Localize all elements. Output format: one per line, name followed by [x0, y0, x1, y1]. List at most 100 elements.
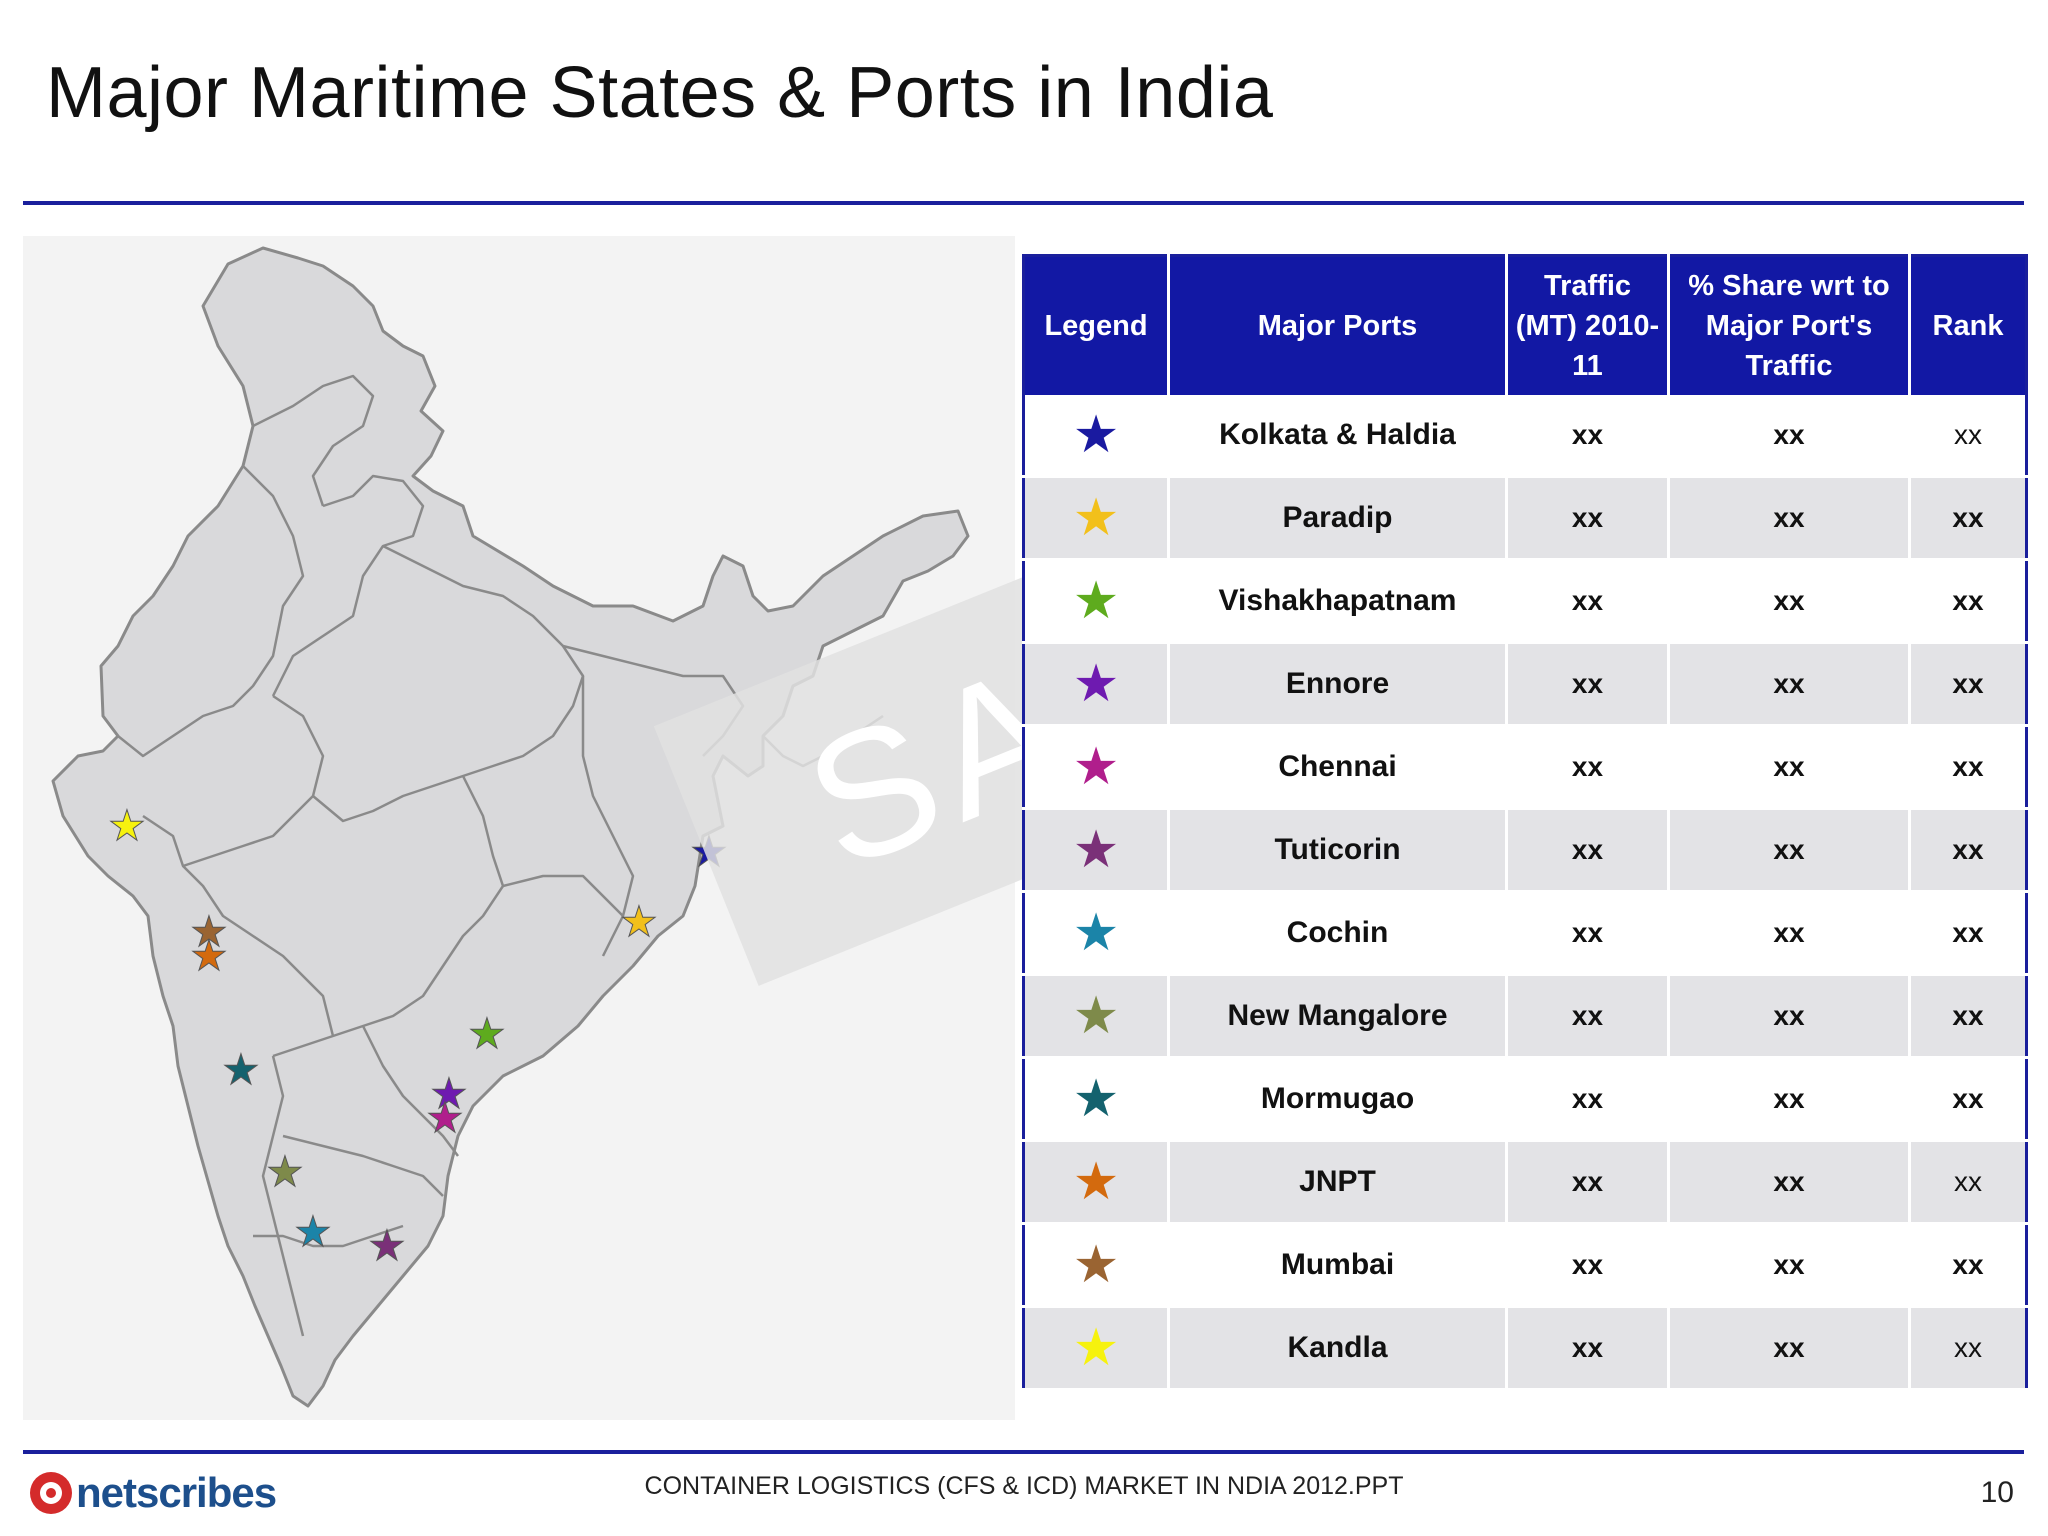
rank-cell: xx	[1909, 891, 2027, 976]
footer-divider	[23, 1450, 2024, 1454]
table-row: ★ Paradip xx xx xx	[1023, 476, 2027, 561]
india-outline	[51, 246, 970, 1408]
traffic-cell: xx	[1506, 1306, 1670, 1391]
marker-ennore: ★	[430, 1070, 468, 1117]
legend-cell: ★	[1023, 891, 1170, 976]
table-row: ★ Ennore xx xx xx	[1023, 642, 2027, 727]
rank-cell: xx	[1909, 1140, 2027, 1225]
share-cell: xx	[1668, 1140, 1911, 1225]
rank-cell: xx	[1909, 974, 2027, 1059]
legend-cell: ★	[1023, 1223, 1170, 1308]
header-share: % Share wrt to Major Port's Traffic	[1668, 255, 1911, 395]
title-divider	[23, 201, 2024, 205]
rank-cell: xx	[1909, 395, 2027, 478]
legend-cell: ★	[1023, 642, 1170, 727]
legend-cell: ★	[1023, 559, 1170, 644]
traffic-cell: xx	[1506, 1057, 1670, 1142]
header-traffic: Traffic (MT) 2010-11	[1506, 255, 1670, 395]
legend-cell: ★	[1023, 725, 1170, 810]
netscribes-logo: netscribes	[30, 1468, 277, 1518]
share-cell: xx	[1668, 725, 1911, 810]
traffic-cell: xx	[1506, 974, 1670, 1059]
share-cell: xx	[1668, 395, 1911, 478]
footer-text: CONTAINER LOGISTICS (CFS & ICD) MARKET I…	[644, 1472, 1404, 1500]
share-cell: xx	[1668, 559, 1911, 644]
port-name-cell: New Mangalore	[1168, 974, 1508, 1059]
star-icon: ★	[1072, 1153, 1120, 1211]
share-cell: xx	[1668, 476, 1911, 561]
marker-cochin: ★	[294, 1208, 332, 1255]
traffic-cell: xx	[1506, 891, 1670, 976]
port-name-cell: Cochin	[1168, 891, 1508, 976]
table-row: ★ Kandla xx xx xx	[1023, 1306, 2027, 1391]
port-name-cell: Mumbai	[1168, 1223, 1508, 1308]
port-name-cell: Tuticorin	[1168, 808, 1508, 893]
marker-mumbai: ★	[190, 908, 228, 955]
port-name-cell: Kandla	[1168, 1306, 1508, 1391]
port-name-cell: Paradip	[1168, 476, 1508, 561]
marker-chennai: ★	[426, 1094, 464, 1141]
legend-cell: ★	[1023, 1140, 1170, 1225]
header-rank: Rank	[1909, 255, 2027, 395]
legend-cell: ★	[1023, 1306, 1170, 1391]
star-icon: ★	[1072, 987, 1120, 1045]
traffic-cell: xx	[1506, 808, 1670, 893]
header-major-ports: Major Ports	[1168, 255, 1508, 395]
rank-cell: xx	[1909, 642, 2027, 727]
table-row: ★ Chennai xx xx xx	[1023, 725, 2027, 810]
port-name-cell: Kolkata & Haldia	[1168, 395, 1508, 478]
star-icon: ★	[1072, 655, 1120, 713]
traffic-cell: xx	[1506, 559, 1670, 644]
marker-jnpt: ★	[190, 932, 228, 979]
share-cell: xx	[1668, 808, 1911, 893]
legend-cell: ★	[1023, 1057, 1170, 1142]
traffic-cell: xx	[1506, 1140, 1670, 1225]
table-row: ★ Tuticorin xx xx xx	[1023, 808, 2027, 893]
share-cell: xx	[1668, 1057, 1911, 1142]
table-row: ★ JNPT xx xx xx	[1023, 1140, 2027, 1225]
port-name-cell: JNPT	[1168, 1140, 1508, 1225]
logo-icon	[30, 1472, 72, 1514]
rank-cell: xx	[1909, 1057, 2027, 1142]
marker-new-mangalore: ★	[266, 1148, 304, 1195]
legend-cell: ★	[1023, 808, 1170, 893]
traffic-cell: xx	[1506, 395, 1670, 478]
star-icon: ★	[1072, 1236, 1120, 1294]
rank-cell: xx	[1909, 1223, 2027, 1308]
legend-cell: ★	[1023, 395, 1170, 478]
marker-vishakhapatnam: ★	[468, 1010, 506, 1057]
legend-cell: ★	[1023, 974, 1170, 1059]
port-name-cell: Ennore	[1168, 642, 1508, 727]
share-cell: xx	[1668, 1223, 1911, 1308]
rank-cell: xx	[1909, 725, 2027, 810]
rank-cell: xx	[1909, 1306, 2027, 1391]
rank-cell: xx	[1909, 808, 2027, 893]
star-icon: ★	[1072, 489, 1120, 547]
marker-mormugao: ★	[222, 1046, 260, 1093]
star-icon: ★	[1072, 738, 1120, 796]
marker-tuticorin: ★	[368, 1222, 406, 1269]
header-legend: Legend	[1023, 255, 1170, 395]
share-cell: xx	[1668, 642, 1911, 727]
page-number: 10	[1980, 1476, 2014, 1509]
star-icon: ★	[1072, 572, 1120, 630]
marker-kandla: ★	[108, 802, 146, 849]
star-icon: ★	[1072, 406, 1120, 464]
share-cell: xx	[1668, 891, 1911, 976]
state-borders	[117, 374, 884, 1337]
star-icon: ★	[1072, 821, 1120, 879]
legend-cell: ★	[1023, 476, 1170, 561]
table-row: ★ Mumbai xx xx xx	[1023, 1223, 2027, 1308]
marker-paradip: ★	[620, 898, 658, 945]
port-name-cell: Vishakhapatnam	[1168, 559, 1508, 644]
rank-cell: xx	[1909, 559, 2027, 644]
traffic-cell: xx	[1506, 725, 1670, 810]
table-row: ★ Vishakhapatnam xx xx xx	[1023, 559, 2027, 644]
traffic-cell: xx	[1506, 1223, 1670, 1308]
port-name-cell: Mormugao	[1168, 1057, 1508, 1142]
table-header-row: Legend Major Ports Traffic (MT) 2010-11 …	[1023, 255, 2027, 395]
share-cell: xx	[1668, 1306, 1911, 1391]
table-row: ★ Kolkata & Haldia xx xx xx	[1023, 395, 2027, 478]
table-row: ★ Mormugao xx xx xx	[1023, 1057, 2027, 1142]
major-ports-table: Legend Major Ports Traffic (MT) 2010-11 …	[1022, 254, 2028, 1391]
